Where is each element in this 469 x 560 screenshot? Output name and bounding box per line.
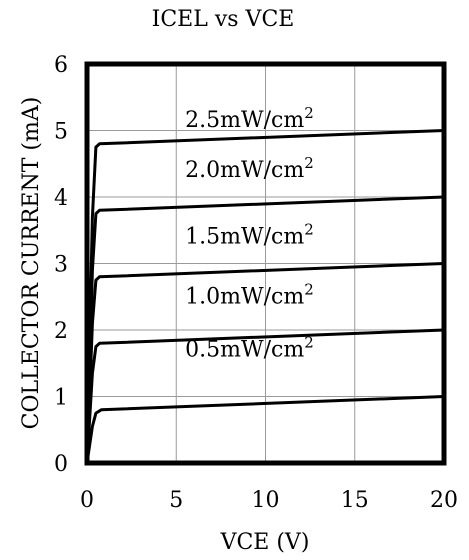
series-annotation: 0.5mW/cm2	[185, 334, 314, 363]
y-tick-label: 2	[54, 319, 68, 344]
series-annotation: 2.0mW/cm2	[185, 154, 314, 183]
annotation-superscript: 2	[304, 221, 314, 239]
y-tick-label: 3	[54, 253, 68, 278]
annotation-text: 2.5mW/cm	[185, 108, 304, 133]
x-tick-label: 10	[252, 488, 280, 513]
x-tick-label: 15	[341, 488, 369, 513]
series-annotation: 1.5mW/cm2	[185, 221, 314, 250]
annotation-text: 0.5mW/cm	[185, 338, 304, 363]
y-tick-label: 4	[54, 186, 68, 211]
x-tick-label: 0	[80, 488, 94, 513]
series-line	[85, 129, 445, 464]
tick-labels: 0 5 10 15 20 0 1 2 3 4 5 6	[54, 53, 458, 513]
annotation-superscript: 2	[304, 280, 314, 298]
series-annotation: 2.5mW/cm2	[185, 104, 314, 133]
x-axis-label: VCE (V)	[220, 530, 310, 555]
series-annotation: 1.0mW/cm2	[185, 280, 314, 309]
y-tick-label: 6	[54, 53, 68, 78]
grid	[87, 64, 444, 463]
y-tick-label: 0	[54, 452, 68, 477]
annotation-text: 1.0mW/cm	[185, 284, 304, 309]
x-tick-label: 5	[169, 488, 183, 513]
series-group	[85, 129, 445, 464]
y-tick-label: 1	[54, 386, 68, 411]
annotation-superscript: 2	[304, 104, 314, 122]
annotation-text: 2.0mW/cm	[185, 158, 304, 183]
annotations: 2.5mW/cm22.0mW/cm21.5mW/cm21.0mW/cm20.5m…	[185, 104, 314, 362]
annotation-superscript: 2	[304, 334, 314, 352]
y-tick-label: 5	[54, 120, 68, 145]
annotation-text: 1.5mW/cm	[185, 225, 304, 250]
annotation-superscript: 2	[304, 154, 314, 172]
x-tick-label: 20	[430, 488, 458, 513]
series-line	[85, 395, 445, 464]
chart-title: ICEL vs VCE	[152, 7, 295, 32]
y-axis-label: COLLECTOR CURRENT (mA)	[19, 97, 44, 430]
plot-frame	[84, 61, 447, 466]
